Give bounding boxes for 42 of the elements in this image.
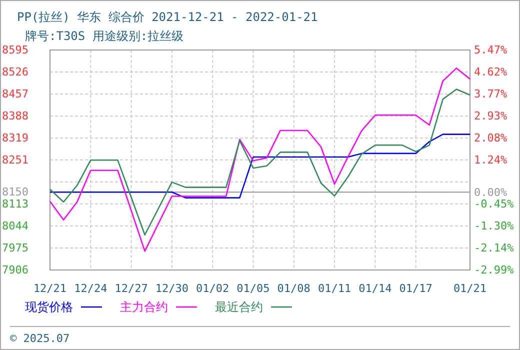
y2-tick-label: 3.77% <box>474 88 508 101</box>
legend-label: 最近合约 <box>215 300 263 314</box>
y-tick-label: 8595 <box>2 44 28 57</box>
y2-tick-label: -2.99% <box>474 264 514 277</box>
chart-subtitle: 牌号:T30S 用途级别:拉丝级 <box>25 29 184 43</box>
y2-tick-label: -2.14% <box>474 241 514 254</box>
x-tick-label: 12/30 <box>155 282 188 295</box>
y2-tick-label: 1.24% <box>474 154 508 167</box>
x-tick-label: 01/02 <box>196 282 230 295</box>
y2-tick-label: 4.62% <box>474 66 508 79</box>
y2-tick-label: 0.00% <box>474 186 508 199</box>
y2-tick-label: -1.30% <box>474 220 514 233</box>
x-tick-label: 12/27 <box>114 282 148 295</box>
legend-label: 现货价格 <box>25 300 73 314</box>
x-tick-label: 01/14 <box>358 282 392 295</box>
y2-tick-label: 5.47% <box>474 44 508 57</box>
y-tick-label: 8251 <box>2 153 28 166</box>
y2-tick-label: -0.45% <box>474 197 514 210</box>
line-series <box>49 134 471 198</box>
x-tick-label: 01/08 <box>277 282 310 295</box>
x-tick-label: 12/24 <box>74 282 108 295</box>
x-tick-label: 01/17 <box>399 282 432 295</box>
y-tick-label: 7975 <box>2 241 28 254</box>
x-tick-label: 12/21 <box>33 282 67 295</box>
x-tick-label: 01/11 <box>318 282 352 295</box>
legend-label: 主力合约 <box>120 300 168 314</box>
y-tick-label: 8319 <box>2 132 28 145</box>
y-tick-label: 8526 <box>2 66 28 79</box>
y-tick-label: 8388 <box>2 110 28 123</box>
y2-tick-label: 2.93% <box>474 110 508 123</box>
line-series <box>49 88 471 236</box>
y-tick-label: 8457 <box>2 88 28 101</box>
y-tick-label: 8113 <box>2 197 28 210</box>
text: © 2025.07 <box>10 332 70 345</box>
y-tick-label: 7906 <box>2 264 28 277</box>
y-tick-label: 8150 <box>2 186 28 199</box>
y-tick-label: 8044 <box>2 219 29 232</box>
line-series <box>49 68 471 252</box>
y2-tick-label: 2.08% <box>474 132 508 145</box>
chart-title: PP(拉丝) 华东 综合价 2021-12-21 - 2022-01-21 <box>17 10 318 24</box>
x-tick-label: 01/21 <box>453 282 487 295</box>
x-tick-label: 01/05 <box>236 282 270 295</box>
